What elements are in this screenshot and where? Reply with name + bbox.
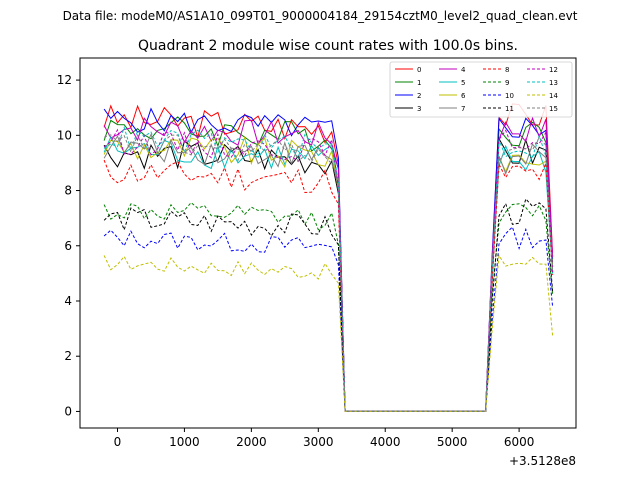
legend-label-6: 6 <box>461 92 466 100</box>
legend-label-11: 11 <box>505 105 514 113</box>
series-line-14 <box>103 254 554 412</box>
series-layer <box>103 103 554 412</box>
legend-label-3: 3 <box>417 105 421 113</box>
y-tick-label: 0 <box>64 404 72 418</box>
legend-label-0: 0 <box>417 66 421 74</box>
y-tick-label: 6 <box>64 239 72 253</box>
y-tick-label: 10 <box>57 128 72 142</box>
y-tick-label: 12 <box>57 73 72 87</box>
y-tick-label: 8 <box>64 184 72 198</box>
legend-label-10: 10 <box>505 92 514 100</box>
legend-label-9: 9 <box>505 79 509 87</box>
legend-box <box>389 61 573 118</box>
legend-label-7: 7 <box>461 105 465 113</box>
legend-label-13: 13 <box>549 79 558 87</box>
y-tick-label: 4 <box>64 294 72 308</box>
x-tick-label: 1000 <box>169 435 200 449</box>
x-tick-label: 3000 <box>303 435 334 449</box>
x-tick-label: 4000 <box>370 435 401 449</box>
x-tick-label: 0 <box>114 435 122 449</box>
legend-label-1: 1 <box>417 79 421 87</box>
series-line-8 <box>103 159 554 412</box>
suptitle: Data file: modeM0/AS1A10_099T01_90000041… <box>63 9 578 23</box>
legend-label-5: 5 <box>461 79 465 87</box>
x-tick-label: 2000 <box>236 435 267 449</box>
chart-title: Quadrant 2 module wise count rates with … <box>138 38 518 54</box>
legend-label-14: 14 <box>549 92 558 100</box>
legend-label-8: 8 <box>505 66 509 74</box>
series-line-15 <box>103 133 554 412</box>
legend-label-4: 4 <box>461 66 466 74</box>
legend-label-2: 2 <box>417 92 421 100</box>
x-tick-label: 5000 <box>437 435 468 449</box>
x-tick-label: 6000 <box>504 435 535 449</box>
x-offset-label: +3.5128e8 <box>509 454 576 468</box>
series-line-12 <box>103 128 554 412</box>
axes-frame <box>79 57 577 429</box>
y-tick-label: 2 <box>64 349 72 363</box>
legend-label-15: 15 <box>549 105 558 113</box>
legend-label-12: 12 <box>549 66 558 74</box>
